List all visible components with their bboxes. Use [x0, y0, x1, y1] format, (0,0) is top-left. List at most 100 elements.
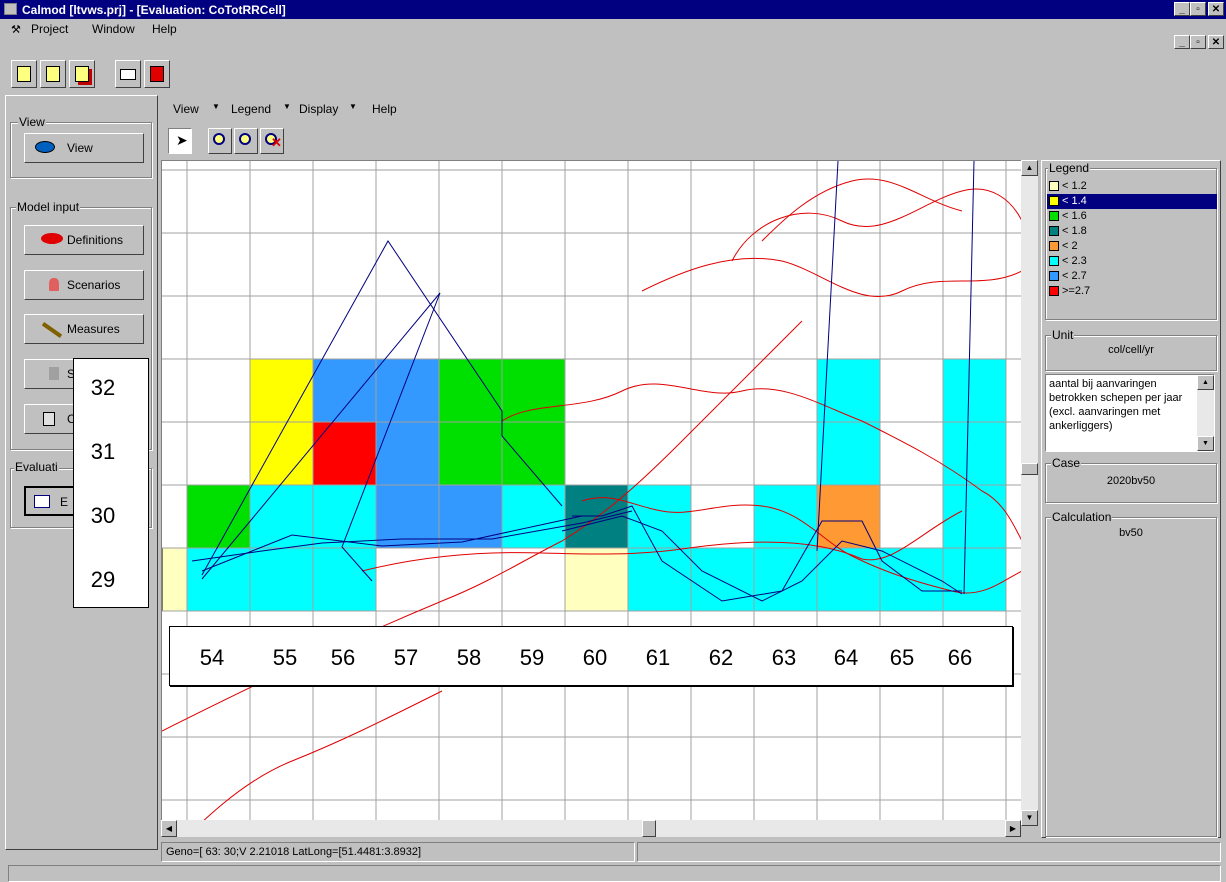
map-cell[interactable]	[186, 484, 251, 549]
menu-window[interactable]: Window	[92, 22, 135, 36]
legend-item[interactable]: >=2.7	[1047, 284, 1217, 299]
map-cell[interactable]	[375, 484, 440, 549]
minimize-button[interactable]: _	[1174, 2, 1190, 16]
map-cell[interactable]	[501, 358, 566, 423]
map-cell[interactable]	[312, 484, 377, 549]
row-label-32: 32	[90, 375, 116, 400]
map-cell[interactable]	[501, 421, 566, 486]
map-cell[interactable]	[816, 421, 881, 486]
horizontal-scroll-thumb[interactable]	[642, 820, 656, 837]
print-button[interactable]	[115, 60, 141, 88]
legend-item[interactable]: < 1.8	[1047, 224, 1217, 239]
map-cell[interactable]	[753, 484, 818, 549]
col-label-62: 62	[708, 645, 734, 670]
eval-menu-legend[interactable]: Legend	[231, 102, 272, 116]
description-scrollbar[interactable]: ▲ ▼	[1197, 375, 1214, 451]
map-cell[interactable]	[942, 421, 1007, 486]
evaluation-group-label: Evaluati	[14, 460, 59, 474]
map-canvas[interactable]	[162, 161, 1021, 826]
legend-item[interactable]: < 2.3	[1047, 254, 1217, 269]
shipping-routes	[191, 161, 975, 602]
map-cell[interactable]	[816, 547, 881, 612]
map-cell[interactable]	[249, 484, 314, 549]
legend-label: < 1.8	[1062, 225, 1087, 237]
exit-button[interactable]	[144, 60, 170, 88]
pointer-tool-button[interactable]: ➤	[168, 128, 192, 154]
zoom-reset-button[interactable]: ✕	[260, 128, 284, 154]
map-cell[interactable]	[438, 358, 503, 423]
scroll-down-arrow[interactable]: ▼	[1021, 810, 1038, 826]
close-button[interactable]: ✕	[1208, 2, 1224, 16]
eval-menu-display-arrow: ▼	[349, 102, 357, 111]
map-cell[interactable]	[942, 547, 1007, 612]
child-close-button[interactable]: ✕	[1208, 35, 1224, 49]
open-button[interactable]	[40, 60, 66, 88]
legend-item[interactable]: < 1.2	[1047, 179, 1217, 194]
description-scroll-down[interactable]: ▼	[1197, 436, 1214, 451]
map-status-bar: Geno=[ 63: 30;V 2.21018 LatLong=[51.4481…	[161, 842, 635, 862]
map-cell[interactable]	[249, 547, 314, 612]
map-cell[interactable]	[375, 358, 440, 423]
map-cell[interactable]	[312, 421, 377, 486]
restore-button[interactable]: ▫	[1190, 2, 1206, 16]
view-button[interactable]: View	[24, 133, 144, 163]
eval-menu-help[interactable]: Help	[372, 102, 397, 116]
map-cell[interactable]	[627, 547, 692, 612]
definitions-button[interactable]: Definitions	[24, 225, 144, 255]
eval-menu-display[interactable]: Display	[299, 102, 339, 116]
zoom-in-button[interactable]	[208, 128, 232, 154]
unit-title: Unit	[1051, 328, 1075, 342]
legend-swatch	[1049, 181, 1059, 191]
map-cell[interactable]	[162, 547, 188, 612]
measures-button[interactable]: Measures	[24, 314, 144, 344]
map-cell[interactable]	[375, 421, 440, 486]
vertical-scroll-thumb[interactable]	[1021, 463, 1038, 475]
map-cell[interactable]	[627, 484, 692, 549]
legend-item-selected[interactable]: < 1.4	[1047, 194, 1217, 209]
map-cell[interactable]	[438, 421, 503, 486]
zoom-out-button[interactable]	[234, 128, 258, 154]
col-label-55: 55	[272, 645, 298, 670]
legend-swatch	[1049, 286, 1059, 296]
map-cell[interactable]	[438, 484, 503, 549]
legend-title: Legend	[1048, 161, 1091, 175]
map-cell[interactable]	[249, 358, 314, 423]
legend-item[interactable]: < 1.6	[1047, 209, 1217, 224]
map-cell[interactable]	[942, 358, 1007, 423]
map-cell[interactable]	[312, 547, 377, 612]
scenarios-button[interactable]: Scenarios	[24, 270, 144, 300]
map-cell[interactable]	[312, 358, 377, 423]
scroll-up-arrow[interactable]: ▲	[1021, 160, 1038, 176]
vertical-scrollbar[interactable]: ▲ ▼	[1021, 160, 1038, 826]
horizontal-scrollbar[interactable]: ◀ ▶	[161, 820, 1021, 837]
description-scroll-up[interactable]: ▲	[1197, 375, 1214, 390]
evaluation-menu-bar: View ▼ Legend ▼ Display ▼ Help	[158, 97, 1038, 119]
map-cell[interactable]	[690, 547, 755, 612]
new-button[interactable]	[11, 60, 37, 88]
status-text: Geno=[ 63: 30;V 2.21018 LatLong=[51.4481…	[166, 846, 422, 858]
eval-menu-view[interactable]: View	[173, 102, 199, 116]
row-label-30: 30	[90, 503, 116, 528]
legend-item[interactable]: < 2	[1047, 239, 1217, 254]
legend-group	[1045, 168, 1217, 320]
scroll-left-arrow[interactable]: ◀	[161, 820, 177, 837]
legend-item[interactable]: < 2.7	[1047, 269, 1217, 284]
child-minimize-button[interactable]: _	[1174, 35, 1190, 49]
red-cross-icon: ✕	[271, 135, 282, 150]
child-restore-button[interactable]: ▫	[1190, 35, 1206, 49]
save-button[interactable]	[69, 60, 95, 88]
menu-project[interactable]: Project	[31, 22, 69, 36]
model-button-4-label: S	[67, 367, 76, 381]
figure-icon	[49, 278, 59, 291]
map-cell[interactable]	[564, 547, 629, 612]
map-cell[interactable]	[816, 484, 881, 549]
map-cell[interactable]	[501, 484, 566, 549]
description-box[interactable]: aantal bij aanvaringen betrokken schepen…	[1045, 374, 1215, 452]
map-view[interactable]	[161, 160, 1021, 826]
scroll-right-arrow[interactable]: ▶	[1005, 820, 1021, 837]
case-value: 2020bv50	[1106, 475, 1156, 487]
col-label-56: 56	[330, 645, 356, 670]
menu-help[interactable]: Help	[152, 22, 177, 36]
zoom-out-icon	[239, 133, 251, 145]
map-cell[interactable]	[753, 547, 818, 612]
